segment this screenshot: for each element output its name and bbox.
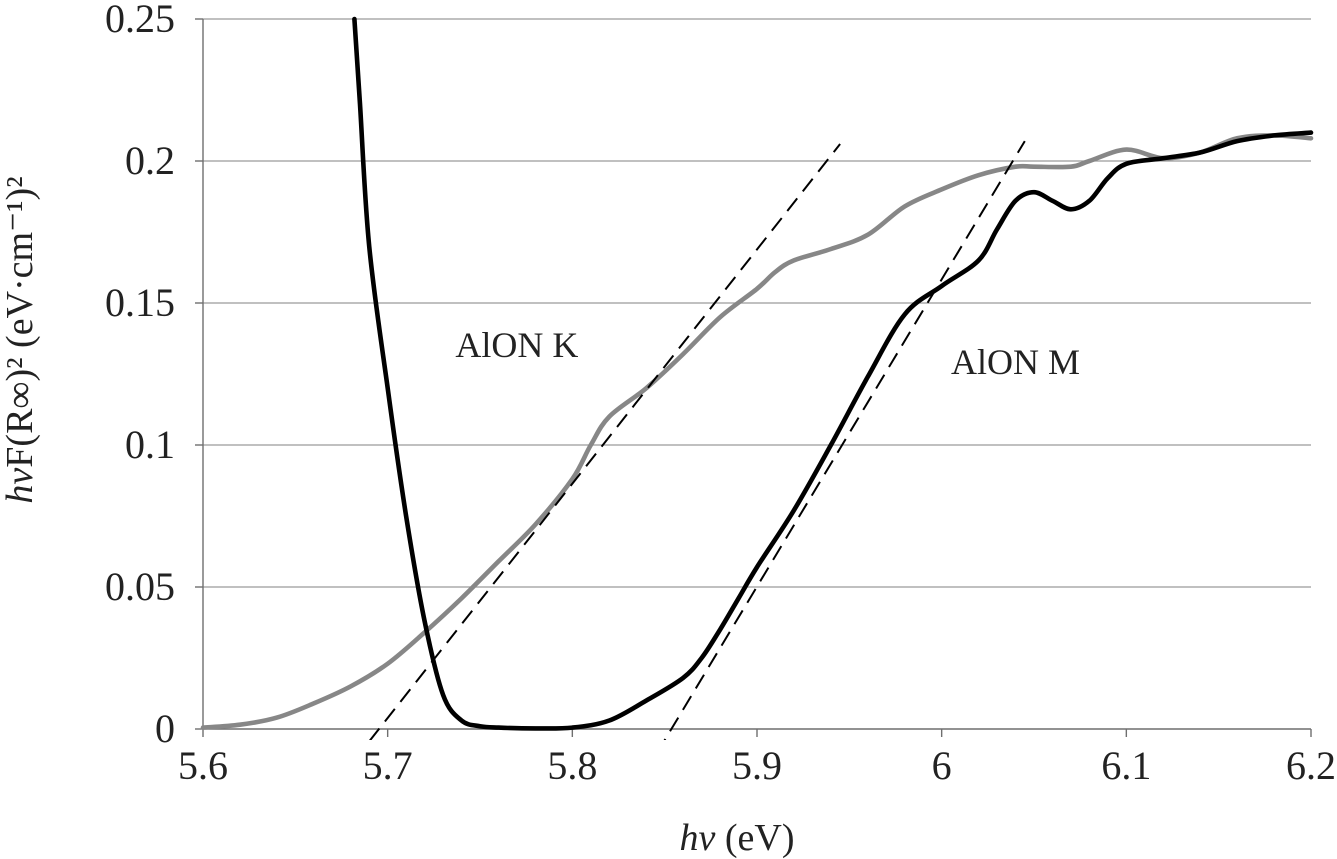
alon-m-label: AlON M [951,342,1080,382]
x-tick-label-0: 5.6 [178,743,228,788]
alon-k-curve [200,133,1314,730]
series-layer [200,16,1314,740]
y-tick-label-1: 0.05 [105,564,175,609]
x-tick-label-3: 5.9 [732,743,782,788]
alon-m-tangent-line [663,140,1026,740]
x-tick-label-1: 5.7 [363,743,413,788]
y-tick-label-3: 0.15 [105,280,175,325]
alon-m-curve [352,16,1314,731]
y-tick-label-0: 0 [155,706,175,751]
y-axis-title: hνF(R∞)² (eV·cm⁻¹)² [0,176,41,503]
y-tick-labels: 0 0.05 0.1 0.15 0.2 0.25 [105,0,175,751]
alon-k-label: AlON K [455,325,578,365]
y-tick-label-2: 0.1 [125,422,175,467]
x-tick-label-5: 6.1 [1101,743,1151,788]
series-labels: AlON K AlON M [455,325,1080,382]
y-tick-label-5: 0.25 [105,0,175,41]
x-tick-label-4: 6 [932,743,952,788]
alon-k-tangent-line [369,143,841,740]
x-tick-labels: 5.6 5.7 5.8 5.9 6 6.1 6.2 [178,743,1336,788]
x-tick-label-6: 6.2 [1286,743,1336,788]
gridlines [203,18,1311,588]
x-tick-label-2: 5.8 [547,743,597,788]
y-tick-label-4: 0.2 [125,138,175,183]
x-axis-title: hν (eV) [680,817,795,859]
axes [195,18,1312,737]
